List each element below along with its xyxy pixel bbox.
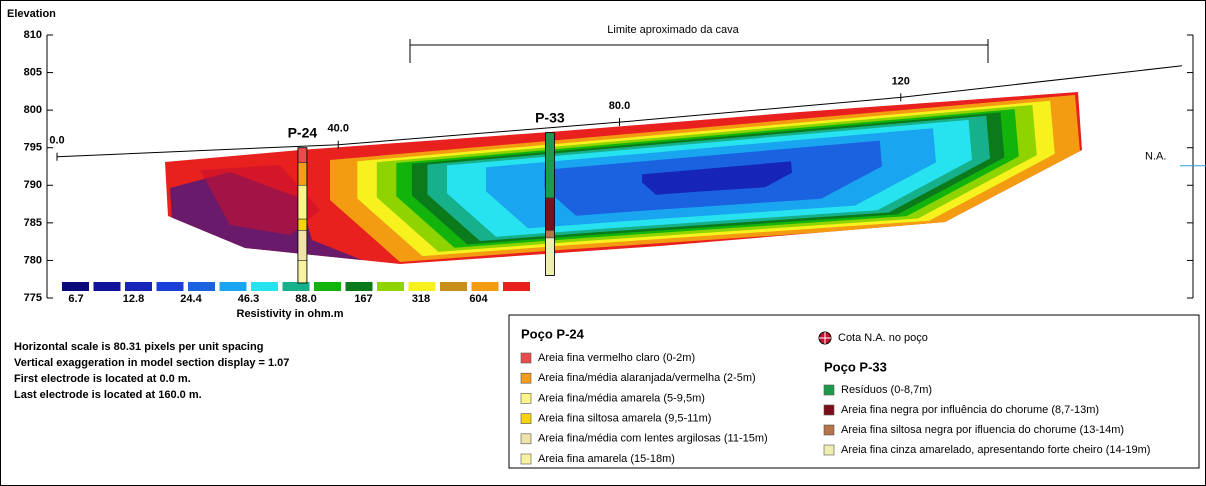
note: Vertical exaggeration in model section d…: [14, 357, 289, 369]
legend-swatch: [823, 384, 835, 396]
legend-label: Areia fina cinza amarelado, apresentando…: [841, 444, 1150, 456]
legend-swatch: [520, 433, 532, 445]
legend-swatch: [520, 413, 532, 424]
y-tick-label: 800: [24, 104, 42, 116]
legend-title: Poço P-24: [521, 326, 585, 341]
scale-swatch: [156, 282, 184, 291]
legend-label: Resíduos (0-8,7m): [841, 384, 932, 396]
legend-label: Areia fina/média alaranjada/vermelha (2-…: [538, 372, 756, 384]
water-level-label: N.A.: [1145, 151, 1166, 163]
section-zone: [642, 161, 792, 195]
well-name: P-24: [288, 124, 318, 140]
legend-swatch: [520, 393, 532, 404]
x-tick-label: 120: [892, 75, 910, 87]
scale-swatch: [62, 282, 89, 291]
legend-swatch: [823, 444, 835, 456]
scale-swatch: [125, 282, 152, 291]
y-tick-label: 790: [24, 179, 42, 191]
y-tick-label: 775: [24, 292, 42, 304]
legend-swatch: [520, 372, 532, 384]
scale-swatch: [440, 282, 467, 291]
legend-swatch: [520, 453, 532, 465]
well: [297, 147, 308, 284]
well-layer: [297, 260, 308, 284]
x-tick-label: 40.0: [328, 123, 349, 135]
y-axis-label: Elevation: [7, 8, 56, 20]
y-tick-label: 805: [24, 66, 42, 78]
legend-label: Areia fina siltosa amarela (9,5-11m): [538, 413, 711, 425]
y-tick-label: 785: [24, 217, 42, 229]
y-tick-label: 810: [24, 29, 42, 41]
scale-swatch: [93, 282, 121, 291]
legend-label: Areia fina amarela (15-18m): [538, 453, 675, 465]
well-layer: [297, 184, 308, 220]
well-layer: [545, 197, 555, 231]
scale-swatch: [314, 282, 341, 291]
y-tick-label: 780: [24, 254, 42, 266]
legend-label: Areia fina vermelho claro (0-2m): [538, 352, 695, 364]
y-tick-label: 795: [24, 142, 42, 154]
water-legend: Cota N.A. no poço: [838, 332, 928, 344]
well-layer: [297, 218, 308, 231]
scale-tick-label: 24.4: [180, 293, 202, 305]
legend-label: Areia fina/média amarela (5-9,5m): [538, 392, 705, 404]
well-layer: [545, 230, 555, 239]
scale-tick-label: 604: [469, 293, 488, 305]
scale-swatch: [345, 282, 373, 291]
well: [544, 132, 555, 276]
legend-title: Poço P-33: [824, 359, 887, 374]
well-name: P-33: [535, 109, 565, 125]
legend-label: Areia fina siltosa negra por ifluencia d…: [841, 424, 1124, 436]
legend-label: Areia fina/média com lentes argilosas (1…: [538, 433, 768, 445]
x-tick-label: 80.0: [609, 100, 630, 112]
legend-swatch: [520, 352, 532, 364]
scale-tick-label: 167: [354, 293, 372, 305]
scale-swatch: [503, 282, 530, 291]
well-layer: [297, 147, 308, 164]
well-layer: [545, 132, 555, 199]
scale-swatch: [282, 282, 310, 291]
section-zone: [200, 165, 320, 235]
well-layer: [297, 162, 308, 186]
scale-tick-label: 88.0: [295, 293, 316, 305]
scale-swatch: [408, 282, 436, 291]
well-layer: [297, 230, 308, 261]
note: Horizontal scale is 80.31 pixels per uni…: [14, 341, 263, 353]
scale-tick-label: 318: [412, 293, 430, 305]
scale-title: Resistivity in ohm.m: [237, 308, 344, 320]
legend-swatch: [823, 404, 835, 416]
scale-tick-label: 6.7: [68, 293, 83, 305]
x-tick-label: 0.0: [49, 135, 64, 147]
legend-swatch: [823, 424, 835, 436]
legend-label: Areia fina negra por influência do choru…: [841, 404, 1099, 416]
annotation: Limite aproximado da cava: [607, 24, 739, 36]
scale-swatch: [471, 282, 499, 291]
scale-tick-label: 46.3: [238, 293, 259, 305]
scale-swatch: [188, 282, 215, 291]
scale-tick-label: 12.8: [123, 293, 144, 305]
scale-swatch: [219, 282, 247, 291]
scale-swatch: [377, 282, 404, 291]
legend-box: [508, 314, 1200, 469]
note: Last electrode is located at 160.0 m.: [14, 389, 202, 401]
well-layer: [545, 237, 555, 276]
note: First electrode is located at 0.0 m.: [14, 373, 191, 385]
scale-swatch: [251, 282, 278, 291]
